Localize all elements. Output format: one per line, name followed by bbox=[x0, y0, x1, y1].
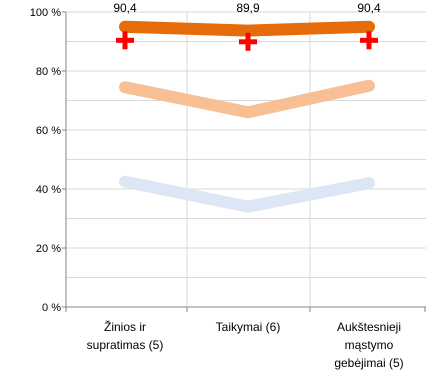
x-category-label-line: Taikymai (6) bbox=[216, 320, 281, 334]
target-markers bbox=[116, 31, 378, 51]
y-tick-label: 60 % bbox=[36, 125, 61, 137]
series-line bbox=[119, 79, 375, 119]
axes: 0 % 20 % 40 % 60 % 80 % 100 % Žinios ir suprati… bbox=[30, 7, 426, 370]
target-marker bbox=[116, 31, 134, 50]
x-category-label-line: gebėjimai (5) bbox=[334, 356, 403, 370]
x-category-label-line: Žinios ir bbox=[104, 319, 146, 334]
y-tick-label: 100 % bbox=[30, 7, 61, 19]
target-marker bbox=[360, 31, 378, 50]
x-category-label-line: Aukštesnieji bbox=[337, 320, 401, 334]
target-marker-vbar bbox=[122, 31, 128, 50]
series-line bbox=[119, 20, 375, 37]
grid-lines bbox=[66, 11, 426, 308]
target-marker-vbar bbox=[245, 32, 251, 51]
x-category-label: Taikymai (6) bbox=[216, 320, 281, 334]
target-marker-vbar bbox=[366, 31, 372, 50]
y-tick-label: 0 % bbox=[42, 302, 61, 314]
data-label: 90,4 bbox=[113, 1, 137, 15]
x-category-label: Žinios ir supratimas (5) bbox=[87, 319, 164, 352]
data-labels: 90,4 89,9 90,4 bbox=[113, 1, 381, 15]
x-category-label-line: mąstymo bbox=[345, 338, 394, 352]
x-category-label-line: supratimas (5) bbox=[87, 338, 164, 352]
data-label: 89,9 bbox=[236, 1, 260, 15]
y-tick-label: 80 % bbox=[36, 66, 61, 78]
target-marker bbox=[239, 32, 257, 51]
y-tick-label: 20 % bbox=[36, 243, 61, 255]
data-label: 90,4 bbox=[357, 1, 381, 15]
x-category-label: Aukštesnieji mąstymo gebėjimai (5) bbox=[334, 320, 403, 370]
y-tick-label: 40 % bbox=[36, 184, 61, 196]
series-lines bbox=[119, 20, 375, 213]
series-line bbox=[119, 175, 375, 213]
